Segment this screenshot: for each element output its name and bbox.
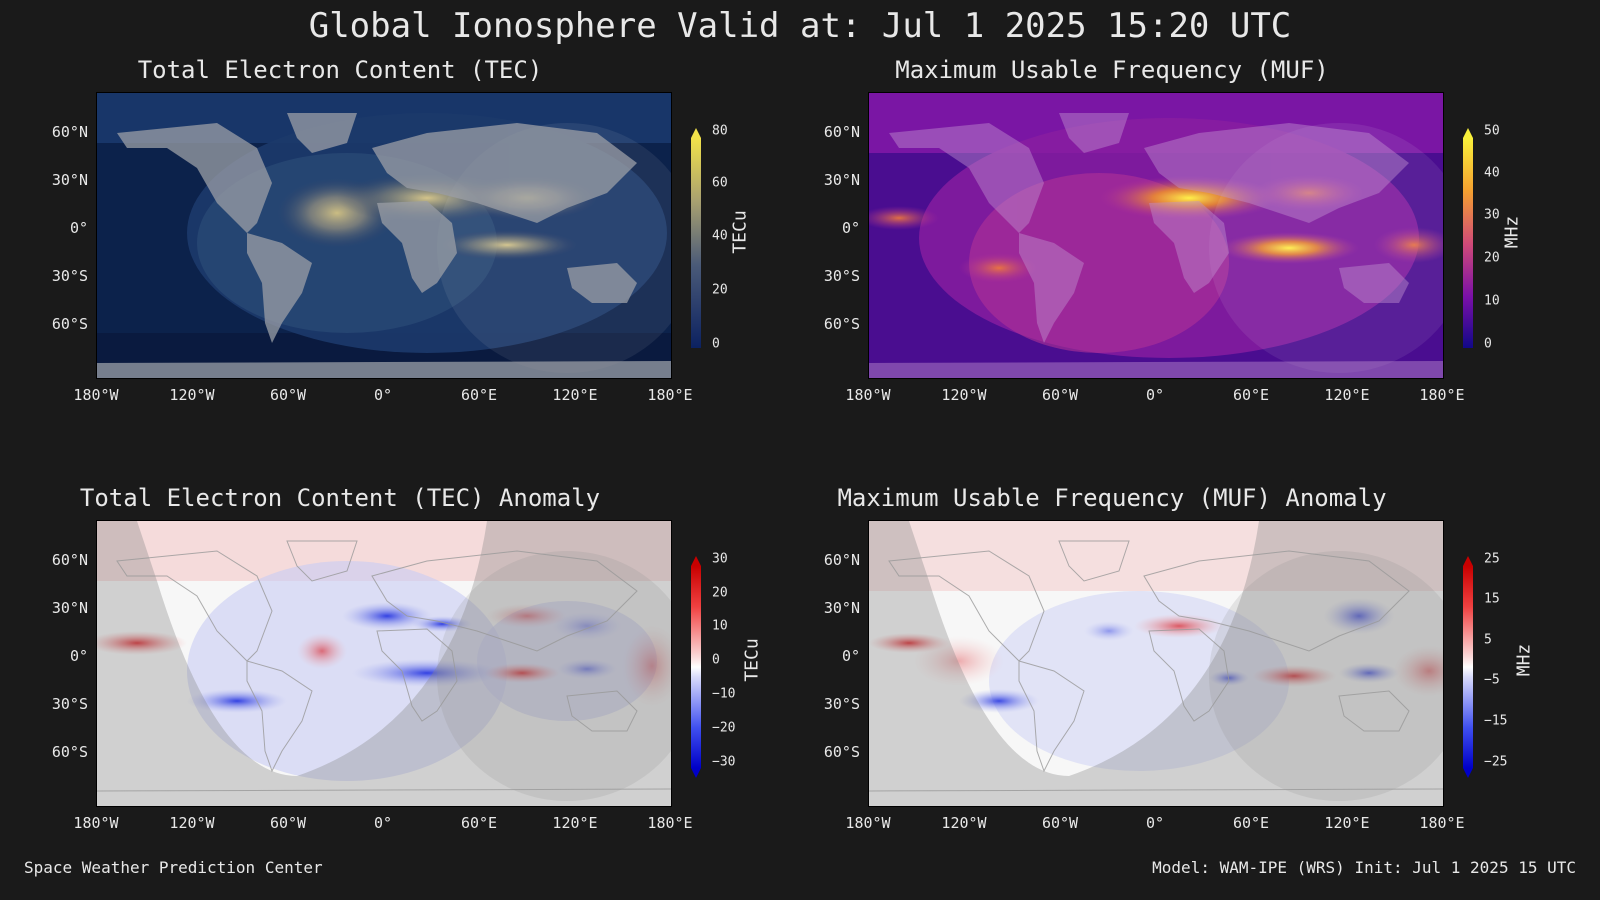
colorbar-tick: 40	[712, 228, 728, 244]
colorbar-tick: 10	[1484, 293, 1500, 309]
colorbar-tick: 60	[712, 175, 728, 191]
lat-label: 60°S	[51, 315, 88, 333]
footer-source: Space Weather Prediction Center	[24, 858, 323, 877]
lon-label: 120°E	[1324, 386, 1370, 404]
lon-label: 120°W	[941, 814, 987, 832]
colorbar	[691, 556, 701, 778]
lon-label: 180°E	[647, 386, 693, 404]
muf-anomaly-map	[868, 520, 1444, 807]
lon-label: 0°	[373, 814, 393, 832]
lat-label: 0°	[69, 219, 88, 237]
lat-label: 30°N	[823, 171, 860, 189]
colorbar	[691, 128, 701, 348]
page-title: Global Ionosphere Valid at: Jul 1 2025 1…	[308, 6, 1292, 46]
colorbar-tick: 50	[1484, 123, 1500, 139]
lon-label: 60°W	[269, 814, 307, 832]
lon-label: 120°W	[941, 386, 987, 404]
colorbar-tick: 20	[712, 282, 728, 298]
lon-label: 180°E	[1419, 386, 1465, 404]
colorbar-tick: 5	[1484, 632, 1492, 648]
colorbar-tick: 80	[712, 123, 728, 139]
lon-label: 180°E	[1419, 814, 1465, 832]
colorbar-tick: 30	[712, 551, 728, 567]
colorbar-tick: 0	[712, 336, 720, 352]
colorbar-tick: −30	[712, 754, 736, 770]
lon-label: 180°W	[73, 386, 119, 404]
lat-label: 60°N	[823, 551, 860, 569]
panel-title: Maximum Usable Frequency (MUF) Anomaly	[837, 484, 1387, 512]
lon-label: 60°E	[1232, 814, 1270, 832]
colorbar-tick: 15	[1484, 591, 1500, 607]
lon-label: 120°W	[169, 814, 215, 832]
lon-label: 60°W	[269, 386, 307, 404]
lat-label: 0°	[841, 219, 860, 237]
tec-anomaly-map	[96, 520, 672, 807]
lat-label: 30°S	[51, 695, 88, 713]
colorbar-tick: −10	[712, 686, 736, 702]
lon-label: 60°E	[460, 814, 498, 832]
lon-label: 60°E	[460, 386, 498, 404]
lon-label: 180°W	[845, 814, 891, 832]
lon-label: 0°	[373, 386, 393, 404]
colorbar	[1463, 556, 1473, 778]
colorbar-tick: −25	[1484, 754, 1508, 770]
lon-label: 180°W	[73, 814, 119, 832]
lon-label: 120°E	[1324, 814, 1370, 832]
lon-label: 60°W	[1041, 814, 1079, 832]
colorbar-tick: −20	[712, 720, 736, 736]
panel-tec: Total Electron Content (TEC)	[0, 56, 760, 456]
colorbar-tick: −15	[1484, 713, 1508, 729]
panel-title: Total Electron Content (TEC)	[137, 56, 543, 84]
colorbar-tick: 40	[1484, 165, 1500, 181]
colorbar-tick: 10	[712, 618, 728, 634]
lat-label: 60°S	[823, 743, 860, 761]
lat-label: 30°N	[51, 599, 88, 617]
lat-label: 60°N	[823, 123, 860, 141]
panel-title: Total Electron Content (TEC) Anomaly	[79, 484, 601, 512]
panel-muf-anomaly: Maximum Usable Frequency (MUF) Anomaly	[772, 484, 1535, 884]
lon-label: 0°	[1145, 814, 1165, 832]
tec-map	[96, 92, 672, 379]
colorbar-unit: MHz	[1513, 643, 1535, 677]
lon-label: 60°W	[1041, 386, 1079, 404]
muf-map	[868, 92, 1444, 379]
footer-model-info: Model: WAM-IPE (WRS) Init: Jul 1 2025 15…	[1152, 858, 1576, 877]
panel-muf: Maximum Usable Frequency (MUF)	[772, 56, 1532, 456]
panel-title: Maximum Usable Frequency (MUF)	[895, 56, 1329, 84]
colorbar-tick: 20	[712, 585, 728, 601]
lon-label: 0°	[1145, 386, 1165, 404]
colorbar-tick: 25	[1484, 551, 1500, 567]
colorbar-unit: TECu	[741, 638, 763, 682]
colorbar-unit: TECu	[729, 210, 751, 254]
lon-label: 60°E	[1232, 386, 1270, 404]
lat-label: 30°S	[51, 267, 88, 285]
lon-label: 120°W	[169, 386, 215, 404]
lon-label: 120°E	[552, 386, 598, 404]
lat-label: 30°S	[823, 267, 860, 285]
colorbar-tick: −5	[1484, 672, 1500, 688]
colorbar-tick: 30	[1484, 207, 1500, 223]
colorbar-tick: 0	[1484, 336, 1492, 352]
lat-label: 60°S	[823, 315, 860, 333]
lat-label: 60°S	[51, 743, 88, 761]
lat-label: 30°N	[51, 171, 88, 189]
lat-label: 0°	[69, 647, 88, 665]
colorbar-tick: 0	[712, 652, 720, 668]
lat-label: 0°	[841, 647, 860, 665]
lon-label: 180°W	[845, 386, 891, 404]
panel-tec-anomaly: Total Electron Content (TEC) Anomaly	[0, 484, 763, 884]
lat-label: 30°N	[823, 599, 860, 617]
lat-label: 30°S	[823, 695, 860, 713]
lat-label: 60°N	[51, 551, 88, 569]
colorbar-tick: 20	[1484, 250, 1500, 266]
colorbar-unit: MHz	[1501, 215, 1523, 249]
lon-label: 120°E	[552, 814, 598, 832]
lon-label: 180°E	[647, 814, 693, 832]
colorbar	[1463, 128, 1473, 348]
lat-label: 60°N	[51, 123, 88, 141]
